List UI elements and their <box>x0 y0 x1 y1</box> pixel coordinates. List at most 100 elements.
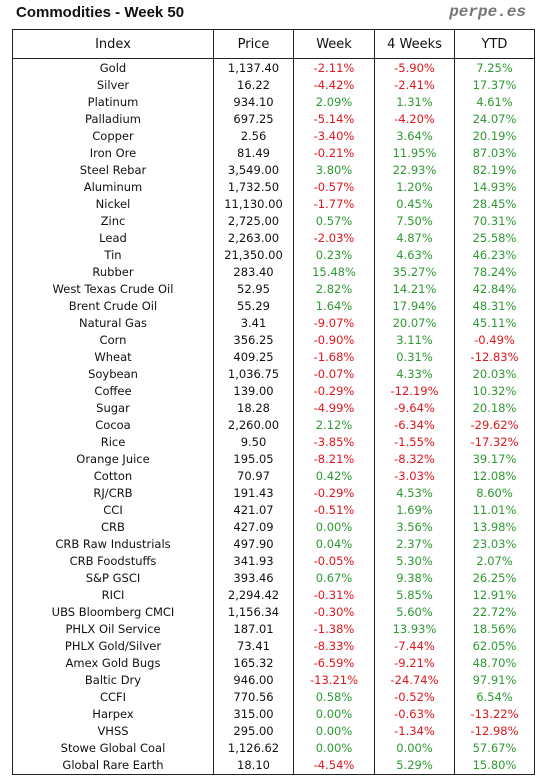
ytd-change-cell: -0.49% <box>454 332 535 349</box>
index-cell: Global Rare Earth <box>12 757 214 775</box>
four-week-change-cell: 11.95% <box>374 145 455 162</box>
ytd-change-cell: 82.19% <box>454 162 535 179</box>
four-week-change-cell: 22.93% <box>374 162 455 179</box>
price-cell: 139.00 <box>213 383 294 400</box>
four-week-change-cell: 3.64% <box>374 128 455 145</box>
week-change-cell: -2.03% <box>293 230 375 247</box>
ytd-change-cell: 39.17% <box>454 451 535 468</box>
ytd-change-cell: 6.54% <box>454 689 535 706</box>
four-week-change-cell: 3.11% <box>374 332 455 349</box>
week-change-cell: -0.51% <box>293 502 375 519</box>
index-cell: Iron Ore <box>12 145 214 162</box>
ytd-change-cell: 2.07% <box>454 553 535 570</box>
week-change-cell: -9.07% <box>293 315 375 332</box>
column-header-ytd: YTD <box>454 29 535 59</box>
index-cell: Rubber <box>12 264 214 281</box>
table-row: Aluminum 1,732.50 -0.57% 1.20% 14.93% <box>12 179 535 196</box>
four-week-change-cell: 0.00% <box>374 740 455 757</box>
index-cell: RJ/CRB <box>12 485 214 502</box>
ytd-change-cell: 20.18% <box>454 400 535 417</box>
four-week-change-cell: 5.30% <box>374 553 455 570</box>
index-cell: Stowe Global Coal <box>12 740 214 757</box>
price-cell: 52.95 <box>213 281 294 298</box>
four-week-change-cell: 2.37% <box>374 536 455 553</box>
ytd-change-cell: 20.19% <box>454 128 535 145</box>
price-cell: 356.25 <box>213 332 294 349</box>
index-cell: Cocoa <box>12 417 214 434</box>
index-cell: Lead <box>12 230 214 247</box>
four-week-change-cell: 4.63% <box>374 247 455 264</box>
column-header-week: Week <box>293 29 375 59</box>
week-change-cell: 0.42% <box>293 468 375 485</box>
four-week-change-cell: 7.50% <box>374 213 455 230</box>
four-week-change-cell: -24.74% <box>374 672 455 689</box>
ytd-change-cell: 45.11% <box>454 315 535 332</box>
week-change-cell: 0.58% <box>293 689 375 706</box>
four-week-change-cell: -4.20% <box>374 111 455 128</box>
four-week-change-cell: 9.38% <box>374 570 455 587</box>
week-change-cell: 0.00% <box>293 519 375 536</box>
index-cell: Rice <box>12 434 214 451</box>
index-cell: CRB Raw Industrials <box>12 536 214 553</box>
ytd-change-cell: -12.98% <box>454 723 535 740</box>
ytd-change-cell: 24.07% <box>454 111 535 128</box>
index-cell: Platinum <box>12 94 214 111</box>
column-header-index: Index <box>12 29 214 59</box>
index-cell: Harpex <box>12 706 214 723</box>
table-row: Stowe Global Coal 1,126.62 0.00% 0.00% 57.67… <box>12 740 535 757</box>
price-cell: 770.56 <box>213 689 294 706</box>
table-row: Copper 2.56 -3.40% 3.64% 20.19% <box>12 128 535 145</box>
four-week-change-cell: 4.53% <box>374 485 455 502</box>
week-change-cell: 2.82% <box>293 281 375 298</box>
index-cell: Sugar <box>12 400 214 417</box>
price-cell: 2,294.42 <box>213 587 294 604</box>
week-change-cell: -8.21% <box>293 451 375 468</box>
price-cell: 1,036.75 <box>213 366 294 383</box>
price-cell: 18.28 <box>213 400 294 417</box>
price-cell: 315.00 <box>213 706 294 723</box>
index-cell: Amex Gold Bugs <box>12 655 214 672</box>
four-week-change-cell: -9.21% <box>374 655 455 672</box>
index-cell: Steel Rebar <box>12 162 214 179</box>
ytd-change-cell: 13.98% <box>454 519 535 536</box>
index-cell: S&P GSCI <box>12 570 214 587</box>
index-cell: Baltic Dry <box>12 672 214 689</box>
four-week-change-cell: 1.20% <box>374 179 455 196</box>
table-row: Zinc 2,725.00 0.57% 7.50% 70.31% <box>12 213 535 230</box>
ytd-change-cell: 17.37% <box>454 77 535 94</box>
table-row: Amex Gold Bugs 165.32 -6.59% -9.21% 48.70% <box>12 655 535 672</box>
ytd-change-cell: 48.31% <box>454 298 535 315</box>
ytd-change-cell: 87.03% <box>454 145 535 162</box>
column-header-4-weeks: 4 Weeks <box>374 29 455 59</box>
table-row: RJ/CRB 191.43 -0.29% 4.53% 8.60% <box>12 485 535 502</box>
week-change-cell: -3.40% <box>293 128 375 145</box>
price-cell: 497.90 <box>213 536 294 553</box>
week-change-cell: -4.54% <box>293 757 375 775</box>
ytd-change-cell: 26.25% <box>454 570 535 587</box>
index-cell: CRB Foodstuffs <box>12 553 214 570</box>
index-cell: Natural Gas <box>12 315 214 332</box>
index-cell: Orange Juice <box>12 451 214 468</box>
table-row: CCI 421.07 -0.51% 1.69% 11.01% <box>12 502 535 519</box>
week-change-cell: 0.23% <box>293 247 375 264</box>
price-cell: 934.10 <box>213 94 294 111</box>
brand-label: perpe.es <box>449 3 526 21</box>
four-week-change-cell: 20.07% <box>374 315 455 332</box>
week-change-cell: -13.21% <box>293 672 375 689</box>
table-row: Harpex 315.00 0.00% -0.63% -13.22% <box>12 706 535 723</box>
ytd-change-cell: -29.62% <box>454 417 535 434</box>
table-row: CRB 427.09 0.00% 3.56% 13.98% <box>12 519 535 536</box>
four-week-change-cell: -2.41% <box>374 77 455 94</box>
four-week-change-cell: -3.03% <box>374 468 455 485</box>
week-change-cell: 0.00% <box>293 706 375 723</box>
four-week-change-cell: 4.33% <box>374 366 455 383</box>
price-cell: 1,156.34 <box>213 604 294 621</box>
table-row: Wheat 409.25 -1.68% 0.31% -12.83% <box>12 349 535 366</box>
price-cell: 409.25 <box>213 349 294 366</box>
price-cell: 1,126.62 <box>213 740 294 757</box>
four-week-change-cell: 1.69% <box>374 502 455 519</box>
week-change-cell: 0.67% <box>293 570 375 587</box>
price-cell: 16.22 <box>213 77 294 94</box>
table-row: Cocoa 2,260.00 2.12% -6.34% -29.62% <box>12 417 535 434</box>
ytd-change-cell: 14.93% <box>454 179 535 196</box>
